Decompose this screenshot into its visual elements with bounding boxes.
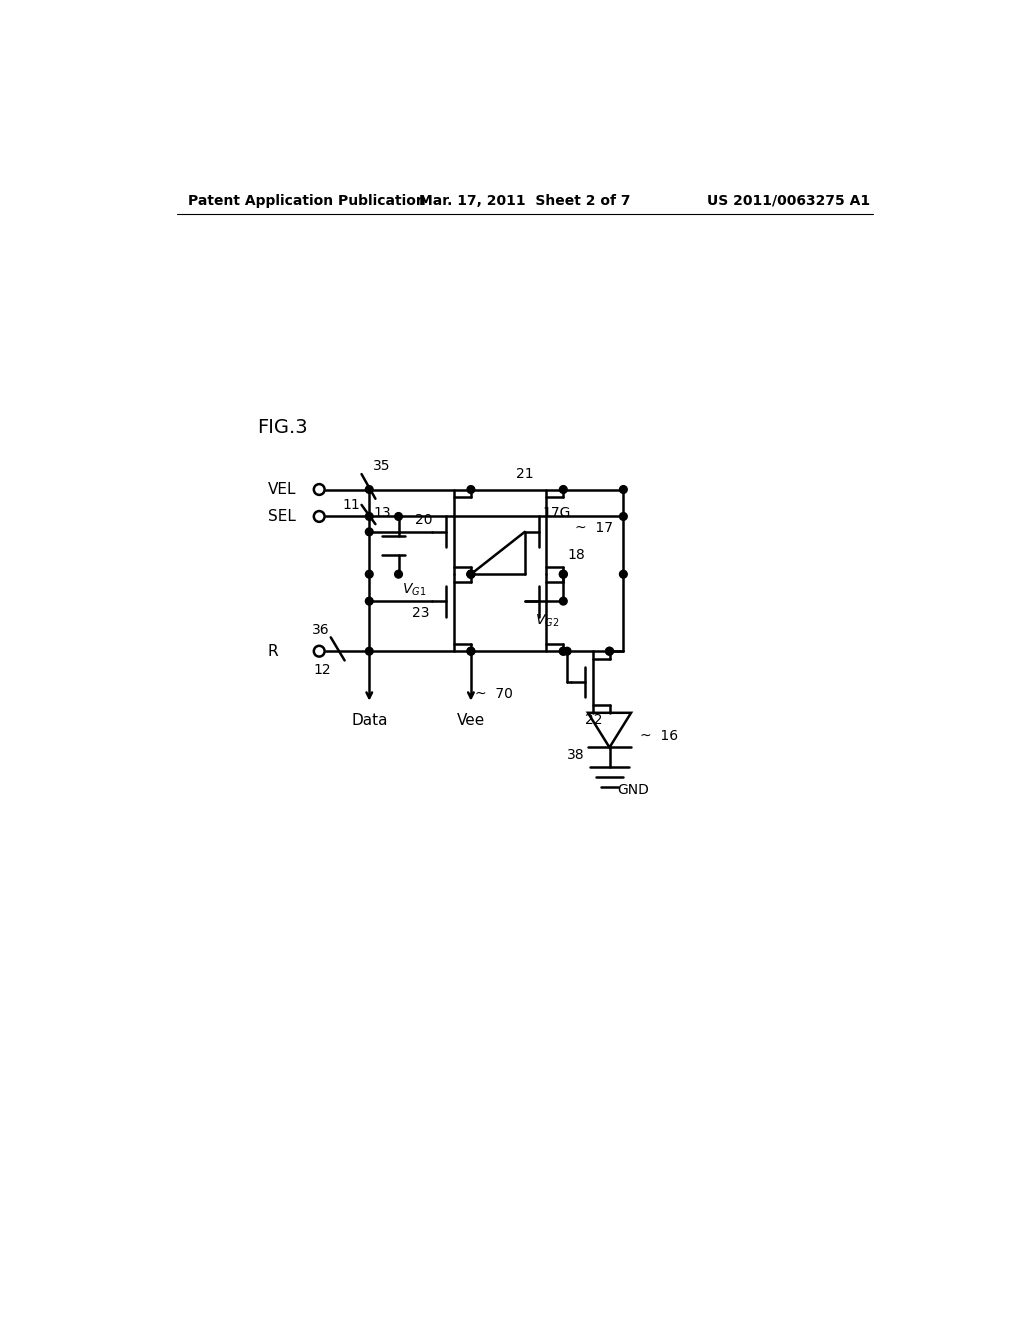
Text: 20: 20 [416,513,433,527]
Circle shape [559,570,567,578]
Circle shape [467,647,475,655]
Circle shape [467,570,475,578]
Circle shape [394,512,402,520]
Circle shape [563,647,571,655]
Text: 18: 18 [567,548,585,562]
Text: R: R [267,644,279,659]
Circle shape [366,486,373,494]
Circle shape [605,647,613,655]
Circle shape [394,570,402,578]
Text: Patent Application Publication: Patent Application Publication [188,194,426,207]
Circle shape [559,570,567,578]
Circle shape [467,486,475,494]
Text: Data: Data [351,713,387,729]
Circle shape [559,647,567,655]
Circle shape [559,486,567,494]
Text: 21: 21 [515,467,534,480]
Circle shape [620,486,628,494]
Circle shape [366,528,373,536]
Text: 13: 13 [373,506,391,520]
Text: GND: GND [617,783,649,797]
Circle shape [366,597,373,605]
Text: 11: 11 [342,498,360,512]
Text: ~  70: ~ 70 [475,686,513,701]
Circle shape [467,647,475,655]
Text: 12: 12 [313,664,331,677]
Text: US 2011/0063275 A1: US 2011/0063275 A1 [707,194,869,207]
Text: $V_{G2}$: $V_{G2}$ [535,612,559,628]
Text: Vee: Vee [457,713,485,729]
Circle shape [366,647,373,655]
Circle shape [313,645,325,656]
Text: 23: 23 [412,606,429,619]
Circle shape [559,647,567,655]
Circle shape [366,512,373,520]
Text: SEL: SEL [267,510,296,524]
Text: $V_{G1}$: $V_{G1}$ [401,581,426,598]
Circle shape [313,484,325,495]
Text: 38: 38 [567,748,585,762]
Text: FIG.3: FIG.3 [258,418,308,437]
Circle shape [366,570,373,578]
Circle shape [620,512,628,520]
Circle shape [559,597,567,605]
Text: ~  16: ~ 16 [640,729,679,743]
Text: 22: 22 [585,714,602,727]
Circle shape [605,647,613,655]
Text: VEL: VEL [267,482,296,498]
Circle shape [620,570,628,578]
Text: ~  17: ~ 17 [574,521,612,535]
Text: Mar. 17, 2011  Sheet 2 of 7: Mar. 17, 2011 Sheet 2 of 7 [419,194,631,207]
Text: 35: 35 [373,459,390,474]
Circle shape [467,570,475,578]
Text: 36: 36 [311,623,329,636]
Circle shape [313,511,325,521]
Text: 17G: 17G [543,506,571,520]
Circle shape [467,570,475,578]
